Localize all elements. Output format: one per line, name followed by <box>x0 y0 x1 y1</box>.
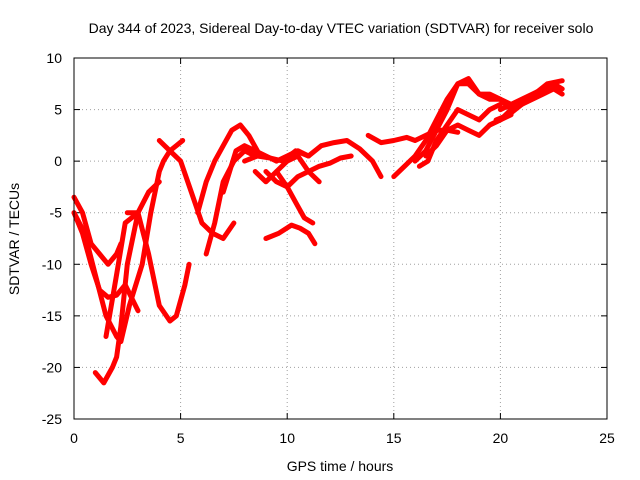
x-tick-label: 10 <box>279 430 295 446</box>
x-tick-label: 25 <box>599 430 615 446</box>
x-axis-label: GPS time / hours <box>287 458 394 474</box>
y-tick-label: -5 <box>50 205 63 221</box>
x-tick-label: 0 <box>70 430 78 446</box>
y-axis-label: SDTVAR / TECUs <box>6 183 22 295</box>
series-group <box>71 76 565 386</box>
plot-frame <box>73 57 608 420</box>
y-tick-label: -10 <box>42 256 62 272</box>
series-line-18 <box>412 76 514 164</box>
y-tick-label: -25 <box>42 411 62 427</box>
y-tick-label: -20 <box>42 359 62 375</box>
grid <box>74 58 607 419</box>
series-line-5 <box>103 179 162 339</box>
series-line-6 <box>124 210 192 324</box>
y-tick-label: -15 <box>42 308 62 324</box>
axis-ticks: 0 5 10 15 20 25 -25 -20 -15 -10 -5 0 5 10 <box>42 50 615 446</box>
series-line-15 <box>263 222 318 247</box>
x-tick-label: 20 <box>493 430 509 446</box>
y-tick-label: 10 <box>46 50 62 66</box>
chart-title: Day 344 of 2023, Sidereal Day-to-day VTE… <box>89 20 594 36</box>
series-line-13 <box>252 153 322 185</box>
y-tick-label: 5 <box>54 102 62 118</box>
series-line-14 <box>274 169 316 226</box>
series-line-23 <box>493 78 565 123</box>
series-line-1 <box>71 194 124 267</box>
series-line-8 <box>195 122 260 216</box>
series-line-11 <box>242 138 384 180</box>
y-tick-label: 0 <box>54 153 62 169</box>
series-line-4 <box>92 210 141 386</box>
x-tick-label: 15 <box>386 430 402 446</box>
x-tick-label: 5 <box>177 430 185 446</box>
